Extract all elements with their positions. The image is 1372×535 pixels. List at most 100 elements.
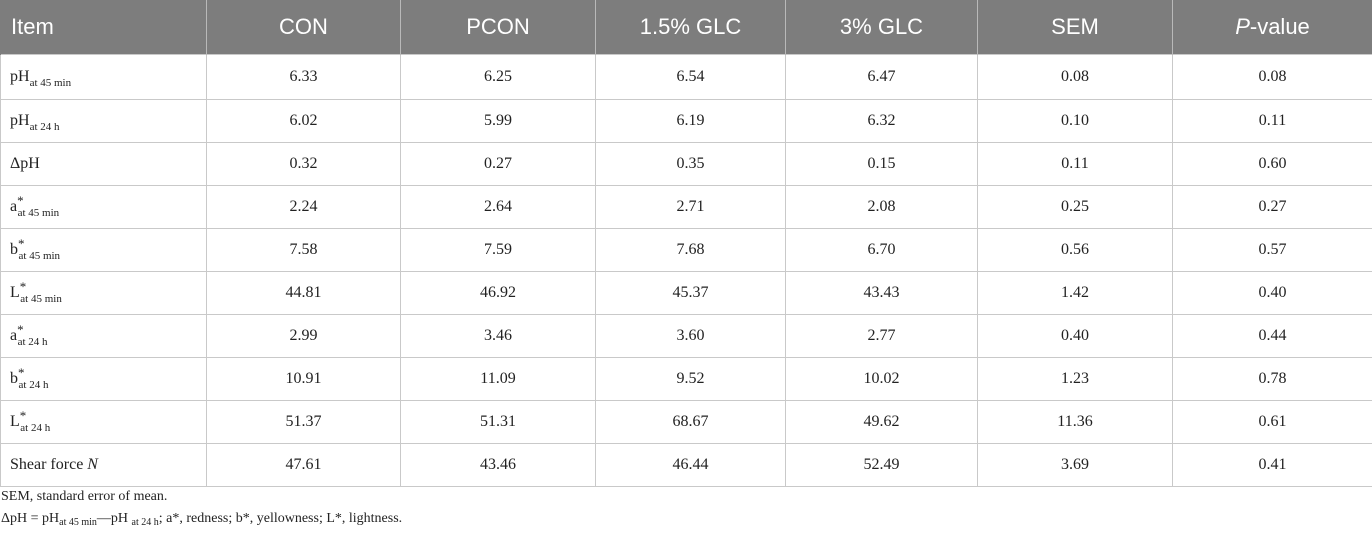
header-glc-3: 3% GLC xyxy=(785,0,978,55)
item-cell: a*at 45 min xyxy=(0,185,207,229)
cell-con: 47.61 xyxy=(206,443,401,487)
item-label: b xyxy=(10,370,18,387)
item-cell: b*at 24 h xyxy=(0,357,207,401)
cell-sem: 0.40 xyxy=(977,314,1173,358)
item-cell: b*at 45 min xyxy=(0,228,207,272)
cell-glc-3: 10.02 xyxy=(785,357,978,401)
cell-pcon: 51.31 xyxy=(400,400,596,444)
cell-glc-3: 49.62 xyxy=(785,400,978,444)
item-superscript: * xyxy=(17,193,24,208)
cell-glc-1-5: 7.68 xyxy=(595,228,786,272)
cell-sem: 3.69 xyxy=(977,443,1173,487)
cell-pcon: 2.64 xyxy=(400,185,596,229)
cell-glc-3: 6.47 xyxy=(785,54,978,100)
footnote-definitions: ΔpH = pHat 45 min—pH at 24 h; a*, rednes… xyxy=(1,508,402,531)
results-table-container: Item CON PCON 1.5% GLC 3% GLC SEM P-valu… xyxy=(0,0,1372,487)
cell-p-value: 0.57 xyxy=(1172,228,1372,272)
cell-con: 6.02 xyxy=(206,99,401,143)
item-label: L xyxy=(10,284,20,301)
item-label: pH xyxy=(10,112,30,129)
cell-glc-1-5: 2.71 xyxy=(595,185,786,229)
table-row: b*at 45 min 7.58 7.59 7.68 6.70 0.56 0.57 xyxy=(0,228,1372,272)
table-row: a*at 24 h 2.99 3.46 3.60 2.77 0.40 0.44 xyxy=(0,314,1372,358)
cell-con: 2.99 xyxy=(206,314,401,358)
cell-glc-1-5: 45.37 xyxy=(595,271,786,315)
item-label: pH xyxy=(10,68,30,85)
cell-glc-3: 0.15 xyxy=(785,142,978,186)
cell-sem: 1.23 xyxy=(977,357,1173,401)
cell-con: 10.91 xyxy=(206,357,401,401)
cell-p-value: 0.11 xyxy=(1172,99,1372,143)
cell-pcon: 5.99 xyxy=(400,99,596,143)
table-row: L*at 45 min 44.81 46.92 45.37 43.43 1.42 0.40 xyxy=(0,271,1372,315)
cell-pcon: 46.92 xyxy=(400,271,596,315)
cell-glc-3: 2.77 xyxy=(785,314,978,358)
item-subscript: at 24 h xyxy=(17,336,48,348)
cell-p-value: 0.78 xyxy=(1172,357,1372,401)
item-subscript: at 24 h xyxy=(29,121,60,133)
cell-pcon: 7.59 xyxy=(400,228,596,272)
cell-sem: 1.42 xyxy=(977,271,1173,315)
table-row: pHat 45 min 6.33 6.25 6.54 6.47 0.08 0.08 xyxy=(0,54,1372,100)
item-superscript: * xyxy=(18,365,25,380)
footnote-sem: SEM, standard error of mean. xyxy=(1,489,168,504)
cell-glc-1-5: 9.52 xyxy=(595,357,786,401)
table-row: L*at 24 h 51.37 51.31 68.67 49.62 11.36 0.61 xyxy=(0,400,1372,444)
footnote-sub-24: at 24 h xyxy=(131,517,159,528)
cell-pcon: 6.25 xyxy=(400,54,596,100)
item-cell: a*at 24 h xyxy=(0,314,207,358)
item-superscript: * xyxy=(19,408,27,423)
header-item: Item xyxy=(0,0,207,55)
item-cell: L*at 45 min xyxy=(0,271,207,315)
table-row: a*at 45 min 2.24 2.64 2.71 2.08 0.25 0.27 xyxy=(0,185,1372,229)
header-con: CON xyxy=(206,0,401,55)
table-footnotes: SEM, standard error of mean. ΔpH = pHat … xyxy=(1,486,402,531)
cell-sem: 0.25 xyxy=(977,185,1173,229)
cell-sem: 0.10 xyxy=(977,99,1173,143)
cell-pcon: 3.46 xyxy=(400,314,596,358)
item-superscript: * xyxy=(19,279,27,294)
cell-glc-1-5: 0.35 xyxy=(595,142,786,186)
item-label: a xyxy=(10,198,18,215)
cell-p-value: 0.41 xyxy=(1172,443,1372,487)
header-p-suffix: -value xyxy=(1249,14,1310,39)
item-subscript: at 45 min xyxy=(29,77,72,89)
header-glc-1-5: 1.5% GLC xyxy=(595,0,786,55)
table-row: ΔpH 0.32 0.27 0.35 0.15 0.11 0.60 xyxy=(0,142,1372,186)
item-subscript: at 45 min xyxy=(20,293,62,305)
item-subscript: at 45 min xyxy=(18,250,61,262)
cell-glc-1-5: 6.19 xyxy=(595,99,786,143)
cell-glc-1-5: 3.60 xyxy=(595,314,786,358)
cell-sem: 0.08 xyxy=(977,54,1173,100)
cell-sem: 0.56 xyxy=(977,228,1173,272)
cell-p-value: 0.40 xyxy=(1172,271,1372,315)
footnote-color-defs: ; a*, redness; b*, yellowness; L*, light… xyxy=(158,511,403,526)
item-subscript: at 24 h xyxy=(20,422,51,434)
item-superscript: * xyxy=(17,322,24,337)
cell-sem: 11.36 xyxy=(977,400,1173,444)
cell-pcon: 0.27 xyxy=(400,142,596,186)
footnote-minus-ph: —pH xyxy=(96,511,132,526)
item-cell: L*at 24 h xyxy=(0,400,207,444)
cell-sem: 0.11 xyxy=(977,142,1173,186)
item-label: b xyxy=(10,241,18,258)
header-p-value: P-value xyxy=(1172,0,1372,55)
header-pcon: PCON xyxy=(400,0,596,55)
footnote-sub-45: at 45 min xyxy=(59,517,97,528)
item-superscript: * xyxy=(18,236,25,251)
cell-pcon: 11.09 xyxy=(400,357,596,401)
cell-p-value: 0.27 xyxy=(1172,185,1372,229)
cell-glc-3: 43.43 xyxy=(785,271,978,315)
cell-p-value: 0.44 xyxy=(1172,314,1372,358)
item-cell: pHat 24 h xyxy=(0,99,207,143)
header-p-letter: P xyxy=(1235,14,1250,39)
cell-con: 51.37 xyxy=(206,400,401,444)
results-table: Item CON PCON 1.5% GLC 3% GLC SEM P-valu… xyxy=(0,0,1372,487)
cell-glc-1-5: 46.44 xyxy=(595,443,786,487)
cell-con: 2.24 xyxy=(206,185,401,229)
table-row: Shear force N 47.61 43.46 46.44 52.49 3.69 0.4… xyxy=(0,443,1372,487)
item-cell: Shear force N xyxy=(0,443,207,487)
item-subscript: at 45 min xyxy=(17,207,60,219)
table-row: b*at 24 h 10.91 11.09 9.52 10.02 1.23 0.78 xyxy=(0,357,1372,401)
cell-pcon: 43.46 xyxy=(400,443,596,487)
